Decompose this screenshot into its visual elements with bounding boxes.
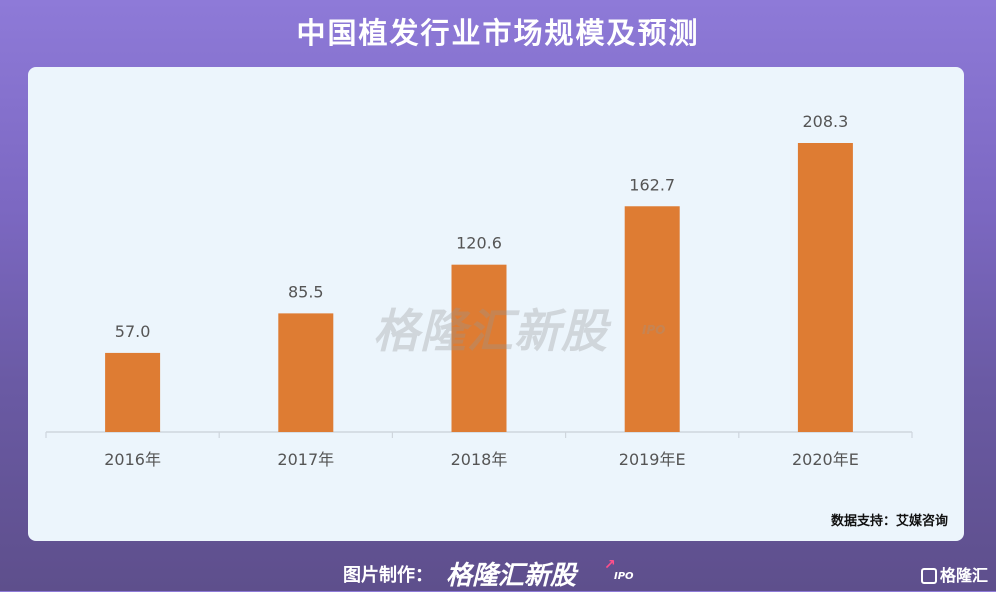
footer-brand: 格隆汇新股 bbox=[446, 561, 577, 591]
footer-credit-label: 图片制作： bbox=[343, 565, 433, 586]
corner-logo-text: 格隆汇 bbox=[939, 566, 988, 585]
bar bbox=[105, 352, 161, 432]
data-label: 208.3 bbox=[802, 112, 848, 131]
x-tick-label: 2017年 bbox=[277, 450, 334, 469]
x-tick-label: 2019年E bbox=[619, 450, 686, 469]
bar bbox=[624, 206, 680, 432]
chart-card: 57.0 2016年 85.5 2017年 120.6 2018年 162.7 2019年E 2… bbox=[28, 67, 964, 541]
bar-chart: 57.0 2016年 85.5 2017年 120.6 2018年 162.7 2019年E 2… bbox=[45, 112, 913, 469]
x-tick-label: 2018年 bbox=[451, 450, 508, 469]
logo-icon bbox=[920, 568, 937, 584]
data-label: 85.5 bbox=[288, 282, 324, 301]
bar bbox=[797, 143, 853, 432]
watermark-sub: IPO bbox=[642, 323, 666, 337]
x-tick-label: 2020年E bbox=[792, 450, 859, 469]
corner-logo: 格隆汇 bbox=[920, 562, 988, 586]
data-label: 57.0 bbox=[115, 322, 151, 341]
footer-brand-sub: IPO bbox=[614, 571, 634, 582]
chart-title: 中国植发行业市场规模及预测 bbox=[296, 16, 700, 50]
bar bbox=[278, 313, 334, 432]
data-label: 162.7 bbox=[629, 175, 675, 194]
footer: 图片制作： 格隆汇新股 ↗ IPO 格隆汇 bbox=[0, 553, 996, 591]
watermark: 格隆汇新股 bbox=[373, 304, 608, 358]
source-note: 数据支持：艾媒咨询 bbox=[830, 514, 948, 529]
data-label: 120.6 bbox=[456, 234, 502, 253]
arrow-icon: ↗ bbox=[604, 557, 616, 573]
x-tick-label: 2016年 bbox=[104, 450, 161, 469]
bar bbox=[451, 264, 507, 432]
